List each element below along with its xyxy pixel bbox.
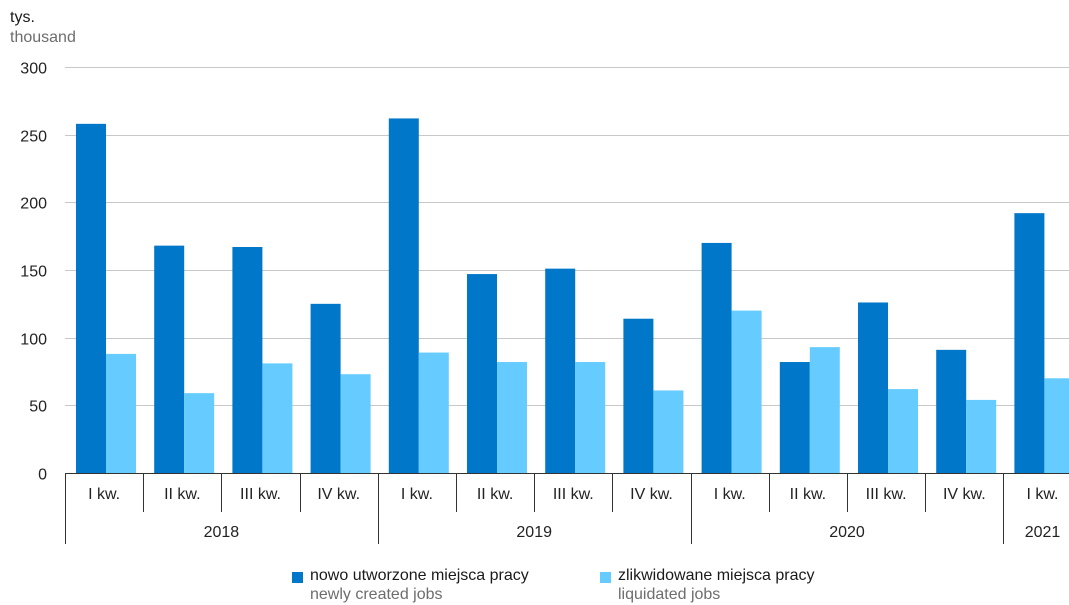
x-tick-label: I kw.: [1026, 486, 1058, 503]
y-tick-label: 200: [20, 196, 47, 213]
x-tick-label: I kw.: [88, 486, 120, 503]
y-tick-label: 50: [29, 399, 47, 416]
year-label: 2018: [204, 524, 240, 541]
bar: [418, 352, 449, 473]
bar: [310, 303, 341, 473]
bar: [467, 274, 497, 473]
bar: [623, 318, 654, 473]
bar: [232, 246, 263, 473]
bar: [809, 347, 840, 473]
bar: [966, 399, 997, 473]
x-tick-label: III kw.: [866, 486, 907, 503]
x-tick-label: IV kw.: [943, 486, 986, 503]
x-tick-label: I kw.: [714, 486, 746, 503]
year-label: 2020: [829, 524, 865, 541]
bar: [262, 363, 293, 473]
y-tick-label: 150: [20, 264, 47, 281]
legend-label-newly-created: nowo utworzone miejsca pracy: [310, 567, 529, 584]
bar: [340, 374, 371, 473]
y-axis-unit-label-english: thousand: [10, 29, 76, 46]
legend-label-liquidated-english: liquidated jobs: [618, 586, 721, 603]
bar-chart: 0 50 100 150 200 250 300 I kw. II kw. III kw. IV k…: [20, 61, 1069, 544]
x-tick-label: IV kw.: [630, 486, 673, 503]
x-tick-label: IV kw.: [317, 486, 360, 503]
x-tick-label: I kw.: [401, 486, 433, 503]
bar: [545, 268, 576, 473]
legend-label-liquidated: zlikwidowane miejsca pracy: [618, 567, 815, 584]
y-tick-label: 0: [38, 467, 47, 484]
y-axis-unit-label: tys.: [10, 9, 35, 26]
bar: [575, 362, 606, 473]
bar: [653, 390, 684, 473]
x-tick-label: II kw.: [790, 486, 826, 503]
bar: [106, 353, 136, 473]
bar: [1044, 378, 1069, 473]
legend-swatch-liquidated: [600, 572, 611, 583]
x-tick-label: III kw.: [240, 486, 281, 503]
bar: [154, 245, 185, 473]
legend-swatch-newly-created: [292, 572, 303, 583]
y-tick-label: 250: [20, 129, 47, 146]
bar: [858, 302, 888, 473]
bar: [779, 362, 810, 473]
bar: [731, 310, 762, 473]
x-tick-label: II kw.: [477, 486, 513, 503]
bar: [1014, 213, 1045, 473]
legend-label-newly-created-english: newly created jobs: [310, 586, 443, 603]
bar: [184, 393, 215, 473]
bar: [936, 349, 967, 473]
year-label: 2019: [516, 524, 552, 541]
bar: [388, 118, 419, 473]
year-label: 2021: [1025, 524, 1061, 541]
bar: [888, 389, 918, 473]
bar: [497, 362, 527, 473]
bar: [701, 242, 732, 473]
x-tick-label: II kw.: [164, 486, 200, 503]
bar: [76, 123, 106, 473]
legend: nowo utworzone miejsca pracy newly creat…: [0, 567, 1069, 605]
y-tick-label: 300: [20, 61, 47, 78]
x-tick-label: III kw.: [553, 486, 594, 503]
y-tick-label: 100: [20, 332, 47, 349]
